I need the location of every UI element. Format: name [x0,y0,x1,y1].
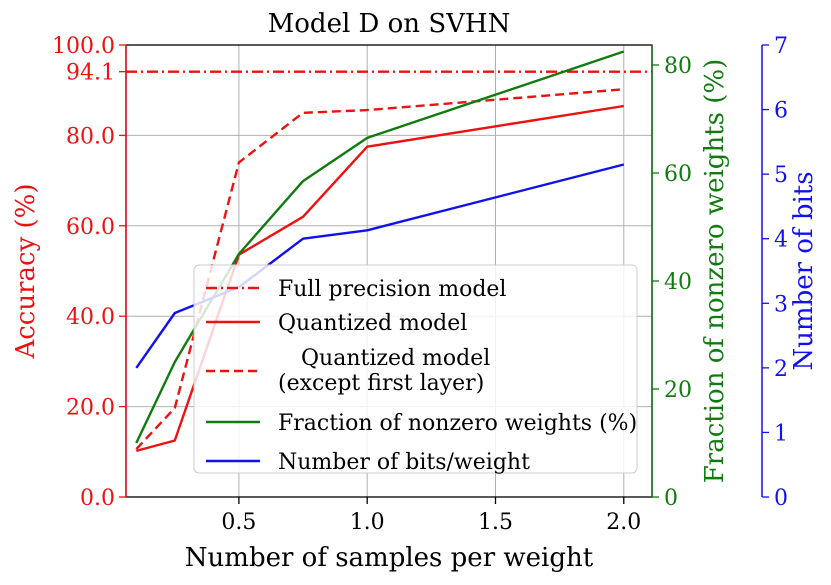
bits-tick-label: 7 [774,34,788,59]
bits-tick-label: 4 [774,228,788,253]
legend-box [193,264,638,474]
bits-axis-label: Number of bits [789,171,819,370]
legend-entry-4: Number of bits/weight [278,450,530,475]
x-axis-label: Number of samples per weight [185,543,594,573]
chart-title: Model D on SVHN [268,9,511,39]
bits-tick-label: 5 [774,163,788,188]
legend-entry-0: Full precision model [278,277,506,302]
accuracy-axis-label: Accuracy (%) [11,183,41,359]
bits-tick-label: 6 [774,99,788,124]
x-axis: 0.5 1.0 1.5 2.0 [221,497,641,535]
legend-entry-2: Quantized model (except first layer) [278,346,490,396]
fraction-axis: 0 20 40 60 80 [651,45,692,511]
series-line-3 [135,50,625,444]
fraction-tick-label: 40 [664,270,692,295]
fraction-tick-label: 0 [664,486,678,511]
legend-entry-1: Quantized model [278,311,467,336]
accuracy-tick-label: 60.0 [66,215,115,240]
bits-tick-label: 3 [774,292,788,317]
accuracy-tick-label: 40.0 [66,305,115,330]
bits-tick-label: 2 [774,357,788,382]
legend-entry-line: (except first layer) [278,371,484,396]
x-tick-label: 2.0 [606,510,641,535]
x-tick-label: 0.5 [221,510,256,535]
legend-entry-3: Fraction of nonzero weights (%) [278,411,637,436]
series-line-2 [135,88,624,450]
fraction-tick-label: 60 [664,162,692,187]
bits-tick-label: 1 [774,421,788,446]
accuracy-tick-label: 80.0 [66,124,115,149]
plot-area [126,50,652,453]
accuracy-tick-label: 100.0 [52,34,115,59]
x-tick-label: 1.0 [350,510,385,535]
fraction-tick-label: 80 [664,54,692,79]
bits-tick-label: 0 [774,486,788,511]
series-line-1 [135,104,624,453]
series-line-4 [135,163,625,369]
fraction-axis-label: Fraction of nonzero weights (%) [700,59,730,483]
accuracy-tick-label: 20.0 [66,396,115,421]
x-tick-label: 1.5 [478,510,513,535]
fraction-tick-label: 20 [664,378,692,403]
bits-axis: 0 1 2 3 4 5 6 7 [761,34,788,511]
accuracy-tick-label: 0.0 [80,486,115,511]
accuracy-tick-label: 94.1 [66,61,115,86]
legend-entry-line: Quantized model [301,346,490,371]
